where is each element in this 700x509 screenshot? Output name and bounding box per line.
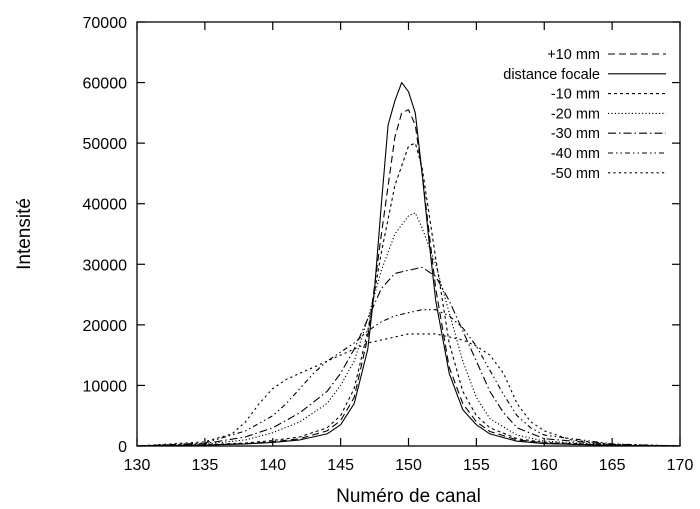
- x-tick-label: 165: [599, 457, 626, 474]
- legend-label: -10 mm: [551, 87, 600, 103]
- y-tick-label: 10000: [83, 378, 128, 395]
- legend: +10 mm distance focale -10 mm -20 mm -30 mm -…: [503, 47, 666, 182]
- series-line: [136, 309, 681, 447]
- x-tick-label: 145: [327, 457, 354, 474]
- x-tick-label: 150: [395, 457, 422, 474]
- legend-label: -30 mm: [551, 126, 600, 142]
- y-tick-label: 60000: [83, 76, 128, 93]
- series-line: [136, 142, 681, 447]
- y-axis-title: Intensité: [14, 198, 35, 270]
- x-tick-label: 140: [259, 457, 286, 474]
- x-tick-label: 130: [124, 457, 151, 474]
- legend-label: distance focale: [503, 67, 600, 83]
- series-line: [136, 109, 681, 447]
- x-tick-label: 135: [192, 457, 219, 474]
- y-tick-label: 0: [118, 439, 127, 456]
- series-layer: [136, 82, 681, 447]
- series-line: [136, 82, 681, 447]
- legend-label: +10 mm: [547, 47, 600, 63]
- x-tick-label: 170: [667, 457, 694, 474]
- legend-label: -40 mm: [551, 146, 600, 162]
- y-tick-label: 20000: [83, 318, 128, 335]
- y-tick-label: 40000: [83, 197, 128, 214]
- y-tick-label: 30000: [83, 257, 128, 274]
- x-tick-label: 155: [463, 457, 490, 474]
- legend-label: -20 mm: [551, 106, 600, 122]
- series-line: [136, 212, 681, 447]
- legend-label: -50 mm: [551, 166, 600, 182]
- x-axis-title: Numéro de canal: [336, 486, 481, 507]
- x-tick-label: 160: [531, 457, 558, 474]
- series-line: [136, 333, 681, 447]
- series-line: [136, 266, 681, 447]
- y-tick-label: 50000: [83, 136, 128, 153]
- ticks-layer: 130 135 140 145 150 155 160 165 170 0 10000 20000 30…: [83, 15, 694, 474]
- y-tick-label: 70000: [83, 15, 128, 32]
- plot-frame: [136, 21, 681, 447]
